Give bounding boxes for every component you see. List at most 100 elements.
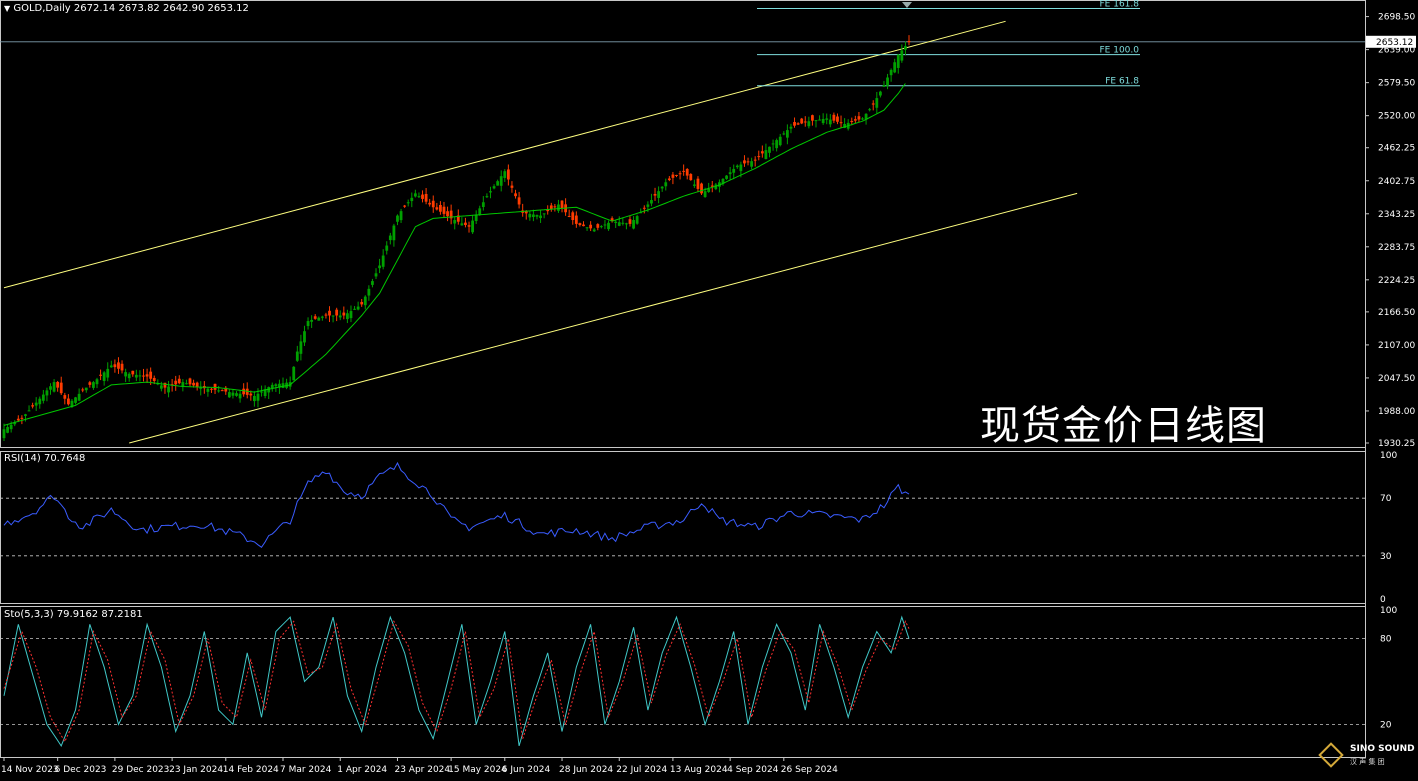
candle-body[interactable]: [120, 363, 124, 371]
candle-body[interactable]: [102, 372, 106, 381]
candle-body[interactable]: [807, 121, 811, 127]
candle-body[interactable]: [596, 224, 600, 228]
candle-body[interactable]: [582, 224, 585, 227]
candle-body[interactable]: [514, 193, 517, 197]
candle-body[interactable]: [167, 386, 170, 393]
candle-body[interactable]: [320, 316, 324, 318]
candle-body[interactable]: [553, 206, 557, 208]
candle-body[interactable]: [34, 402, 38, 406]
candle-body[interactable]: [24, 414, 27, 416]
candle-body[interactable]: [113, 364, 117, 368]
candle-body[interactable]: [245, 388, 249, 395]
candle-body[interactable]: [174, 380, 178, 385]
candle-body[interactable]: [109, 365, 113, 368]
candle-body[interactable]: [356, 306, 360, 310]
candle-body[interactable]: [371, 281, 374, 285]
candle-body[interactable]: [753, 159, 757, 161]
candle-body[interactable]: [149, 371, 153, 379]
candle-body[interactable]: [310, 319, 314, 322]
candle-body[interactable]: [821, 119, 825, 124]
candle-body[interactable]: [893, 62, 897, 73]
candle-body[interactable]: [66, 398, 70, 405]
candle-body[interactable]: [313, 316, 317, 319]
candle-body[interactable]: [295, 351, 299, 361]
candle-body[interactable]: [235, 393, 238, 396]
candle-body[interactable]: [567, 215, 571, 217]
candle-body[interactable]: [460, 223, 464, 226]
candle-body[interactable]: [249, 393, 253, 396]
candle-body[interactable]: [424, 193, 428, 202]
candle-body[interactable]: [732, 168, 736, 173]
candle-body[interactable]: [278, 383, 281, 388]
candle-body[interactable]: [342, 312, 346, 316]
candle-body[interactable]: [650, 200, 653, 204]
candle-body[interactable]: [263, 389, 267, 396]
candle-body[interactable]: [510, 185, 514, 188]
candle-body[interactable]: [675, 174, 678, 176]
candle-body[interactable]: [410, 197, 414, 202]
candle-body[interactable]: [574, 215, 578, 224]
candle-body[interactable]: [692, 184, 696, 186]
candle-body[interactable]: [764, 150, 768, 160]
candle-body[interactable]: [385, 245, 389, 251]
candle-body[interactable]: [793, 122, 796, 126]
candle-body[interactable]: [388, 235, 392, 241]
candle-body[interactable]: [9, 424, 13, 430]
candle-body[interactable]: [13, 422, 17, 425]
candle-body[interactable]: [578, 223, 582, 226]
candle-body[interactable]: [421, 194, 424, 199]
candle-body[interactable]: [785, 130, 789, 138]
candle-body[interactable]: [181, 382, 185, 387]
candle-body[interactable]: [735, 165, 739, 168]
candle-body[interactable]: [331, 315, 335, 317]
candle-body[interactable]: [399, 211, 403, 221]
candle-body[interactable]: [303, 331, 306, 343]
candle-body[interactable]: [185, 383, 188, 385]
candle-body[interactable]: [449, 210, 453, 219]
candle-body[interactable]: [95, 379, 99, 385]
candle-body[interactable]: [592, 229, 596, 232]
candle-body[interactable]: [256, 393, 260, 401]
rsi-line[interactable]: [3, 461, 910, 549]
candle-body[interactable]: [138, 375, 142, 377]
candle-body[interactable]: [864, 113, 868, 120]
candle-body[interactable]: [335, 309, 339, 316]
candle-body[interactable]: [900, 50, 904, 61]
candle-body[interactable]: [492, 186, 496, 189]
candle-body[interactable]: [696, 178, 700, 189]
candle-body[interactable]: [625, 223, 628, 225]
candle-body[interactable]: [70, 400, 74, 407]
candle-body[interactable]: [177, 378, 181, 384]
candle-body[interactable]: [653, 193, 657, 196]
candle-body[interactable]: [324, 314, 328, 316]
candle-body[interactable]: [778, 136, 782, 146]
candle-body[interactable]: [2, 429, 6, 439]
candle-body[interactable]: [639, 212, 643, 214]
candle-body[interactable]: [338, 315, 342, 318]
candle-body[interactable]: [489, 191, 492, 193]
candle-body[interactable]: [800, 118, 804, 124]
candle-body[interactable]: [853, 119, 857, 121]
channel-upper-line[interactable]: [3, 20, 1006, 289]
candle-body[interactable]: [467, 225, 471, 227]
candle-body[interactable]: [252, 395, 256, 402]
candle-body[interactable]: [710, 185, 714, 187]
candle-body[interactable]: [231, 392, 235, 396]
candle-body[interactable]: [768, 146, 771, 153]
candle-body[interactable]: [635, 216, 639, 224]
candle-body[interactable]: [617, 222, 621, 226]
candle-body[interactable]: [474, 214, 478, 221]
candle-body[interactable]: [163, 382, 167, 388]
candle-body[interactable]: [63, 395, 67, 399]
candle-body[interactable]: [127, 373, 131, 379]
candle-body[interactable]: [621, 222, 625, 224]
candle-body[interactable]: [775, 140, 779, 149]
candle-body[interactable]: [614, 221, 618, 223]
candle-body[interactable]: [907, 41, 911, 43]
candle-body[interactable]: [803, 121, 807, 123]
candle-body[interactable]: [292, 366, 296, 381]
candle-body[interactable]: [796, 123, 800, 125]
candle-body[interactable]: [671, 174, 675, 178]
candle-body[interactable]: [524, 211, 528, 214]
